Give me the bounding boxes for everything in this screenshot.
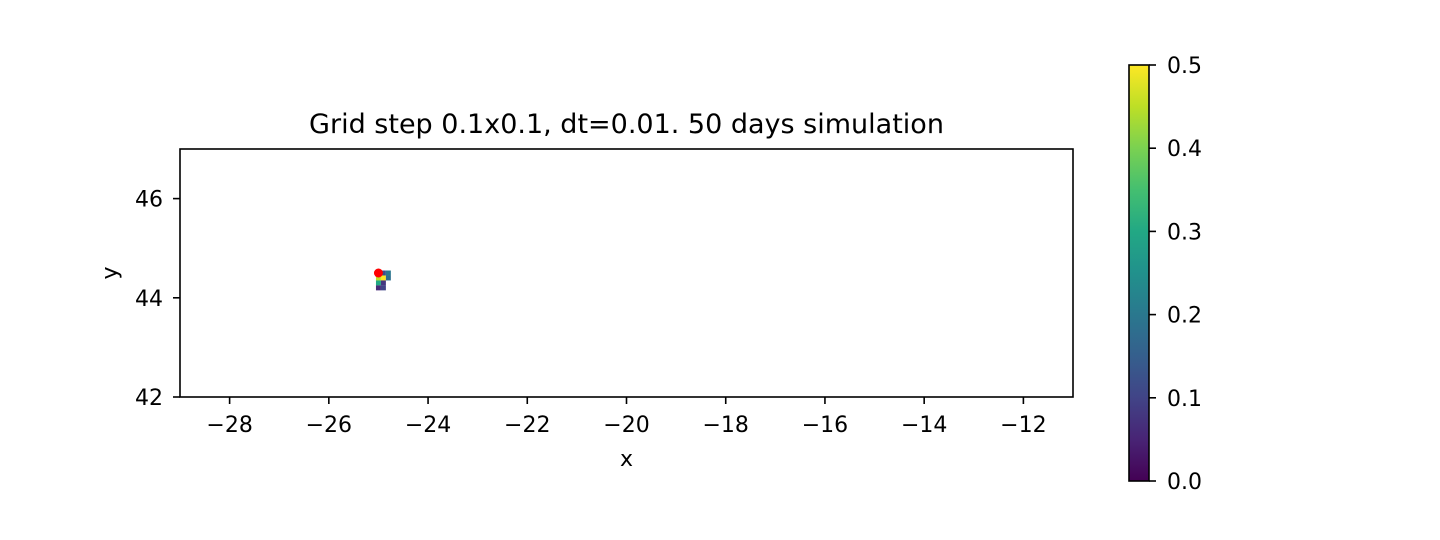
colorbar bbox=[1128, 64, 1150, 482]
colorbar-ticks: 0.0 0.1 0.2 0.3 0.4 0.5 bbox=[1149, 54, 1202, 495]
x-tick-label: −26 bbox=[306, 413, 352, 438]
x-tick-label: −16 bbox=[802, 413, 848, 438]
x-tick-label: −22 bbox=[504, 413, 550, 438]
y-axis-label: y bbox=[98, 266, 123, 279]
x-tick-label: −24 bbox=[405, 413, 451, 438]
plot-frame bbox=[179, 148, 1074, 398]
heatmap-cell-3 bbox=[375, 275, 381, 281]
heatmap-cell-7 bbox=[380, 280, 386, 286]
colorbar-tick-label: 0.4 bbox=[1167, 137, 1202, 162]
heatmap-cell-9 bbox=[380, 285, 386, 291]
y-axis-ticks: 42 44 46 bbox=[135, 188, 180, 411]
marker-layer bbox=[373, 268, 383, 278]
x-tick-label: −20 bbox=[603, 413, 649, 438]
colorbar-tick-label: 0.2 bbox=[1167, 304, 1202, 329]
x-tick-label: −14 bbox=[901, 413, 947, 438]
heatmap-cell-5 bbox=[385, 275, 391, 281]
heatmap-cell-2 bbox=[385, 270, 391, 276]
heatmap-cell-6 bbox=[375, 280, 381, 286]
y-tick-label: 46 bbox=[135, 188, 163, 213]
x-axis-ticks: −28 −26 −24 −22 −20 −18 −16 −14 −12 bbox=[206, 397, 1047, 438]
x-tick-label: −18 bbox=[703, 413, 749, 438]
heatmap-cell-1 bbox=[380, 270, 386, 276]
y-tick-label: 44 bbox=[135, 287, 163, 312]
colorbar-tick-label: 0.5 bbox=[1167, 54, 1202, 79]
colorbar-tick-label: 0.0 bbox=[1167, 470, 1202, 495]
heatmap-cell-8 bbox=[375, 285, 381, 291]
colorbar-tick-label: 0.3 bbox=[1167, 220, 1202, 245]
chart-title: Grid step 0.1x0.1, dt=0.01. 50 days simu… bbox=[309, 109, 944, 140]
colorbar-tick-label: 0.1 bbox=[1167, 387, 1202, 412]
x-tick-label: −12 bbox=[1000, 413, 1046, 438]
x-axis-label: x bbox=[620, 447, 633, 472]
x-tick-label: −28 bbox=[206, 413, 252, 438]
y-tick-label: 42 bbox=[135, 386, 163, 411]
source-marker bbox=[373, 268, 383, 278]
heatmap-cell-4 bbox=[380, 275, 386, 281]
